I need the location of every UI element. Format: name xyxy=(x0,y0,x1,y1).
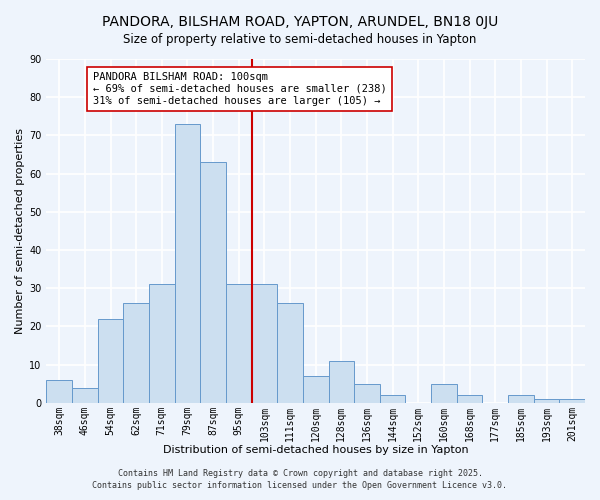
Bar xyxy=(431,384,457,403)
Bar xyxy=(175,124,200,403)
Bar xyxy=(559,399,585,403)
Bar xyxy=(329,361,354,403)
Bar xyxy=(46,380,72,403)
Bar xyxy=(149,284,175,403)
X-axis label: Distribution of semi-detached houses by size in Yapton: Distribution of semi-detached houses by … xyxy=(163,445,469,455)
Bar xyxy=(200,162,226,403)
Text: PANDORA, BILSHAM ROAD, YAPTON, ARUNDEL, BN18 0JU: PANDORA, BILSHAM ROAD, YAPTON, ARUNDEL, … xyxy=(102,15,498,29)
Bar xyxy=(354,384,380,403)
Text: Size of property relative to semi-detached houses in Yapton: Size of property relative to semi-detach… xyxy=(124,32,476,46)
Bar xyxy=(72,388,98,403)
Bar xyxy=(98,319,124,403)
Text: Contains HM Land Registry data © Crown copyright and database right 2025.
Contai: Contains HM Land Registry data © Crown c… xyxy=(92,468,508,490)
Bar xyxy=(226,284,251,403)
Bar xyxy=(251,284,277,403)
Text: PANDORA BILSHAM ROAD: 100sqm
← 69% of semi-detached houses are smaller (238)
31%: PANDORA BILSHAM ROAD: 100sqm ← 69% of se… xyxy=(92,72,386,106)
Bar xyxy=(508,395,534,403)
Bar xyxy=(534,399,559,403)
Bar xyxy=(380,395,406,403)
Bar xyxy=(124,304,149,403)
Bar xyxy=(277,304,303,403)
Y-axis label: Number of semi-detached properties: Number of semi-detached properties xyxy=(15,128,25,334)
Bar xyxy=(303,376,329,403)
Bar xyxy=(457,395,482,403)
